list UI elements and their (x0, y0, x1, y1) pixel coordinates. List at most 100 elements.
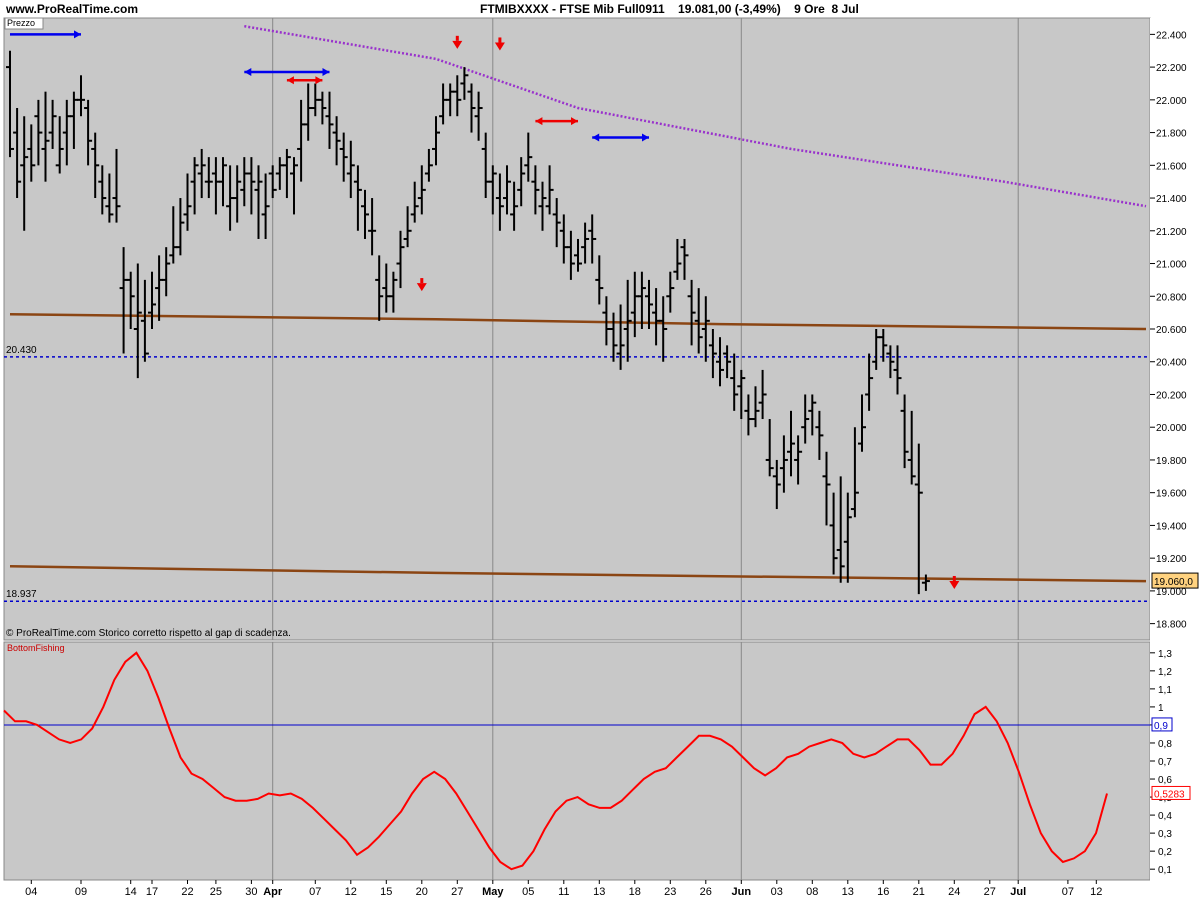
x-tick-label: 20 (416, 886, 428, 898)
arrow-head (416, 283, 427, 292)
signal-arrow (952, 575, 956, 581)
indicator-label: BottomFishing (7, 643, 65, 653)
y-tick-label: 21.200 (1156, 227, 1187, 238)
x-tick-label: 05 (522, 886, 534, 898)
x-tick-label: 18 (629, 886, 641, 898)
axis-area (1150, 18, 1200, 900)
x-tick-label: 27 (451, 886, 463, 898)
y-tick-label: 19.000 (1156, 587, 1187, 598)
arrow-head (322, 68, 330, 77)
x-tick-label: 27 (984, 886, 996, 898)
arrow-head (949, 580, 960, 589)
last-indicator-value: 0,5283 (1154, 789, 1185, 800)
x-tick-label: 24 (948, 886, 960, 898)
y-tick-label: 21.000 (1156, 260, 1187, 271)
indicator-y-tick-label: 0,2 (1158, 847, 1172, 858)
arrow-head (494, 42, 505, 51)
arrow-head (244, 68, 252, 77)
indicator-y-tick-label: 1 (1158, 703, 1164, 714)
chart-header: www.ProRealTime.com FTMIBXXXX - FTSE Mib… (0, 0, 1200, 18)
price-label: Prezzo (7, 18, 35, 28)
arrow-head (535, 117, 543, 126)
indicator-y-tick-label: 1,1 (1158, 685, 1172, 696)
arrow-head (642, 133, 649, 142)
y-tick-label: 18.800 (1156, 620, 1187, 631)
x-tick-label: Jul (1010, 886, 1026, 898)
y-tick-label: 19.200 (1156, 554, 1187, 565)
x-tick-label: 21 (913, 886, 925, 898)
x-tick-label: Apr (263, 886, 283, 898)
last-indicator-tag (1151, 785, 1191, 800)
x-tick-label: 08 (806, 886, 818, 898)
site-link[interactable]: www.ProRealTime.com (6, 2, 139, 16)
y-tick-label: 21.800 (1156, 129, 1187, 140)
x-tick-label: 17 (146, 886, 158, 898)
y-tick-label: 21.600 (1156, 161, 1187, 172)
x-tick-label: 22 (181, 886, 193, 898)
y-tick-label: 22.200 (1156, 63, 1187, 74)
last-price-value: 19.060,0 (1154, 577, 1193, 588)
x-tick-label: Jun (732, 886, 752, 898)
x-tick-label: 16 (877, 886, 889, 898)
price-label-box (4, 17, 44, 30)
x-tick-label: 13 (593, 886, 605, 898)
chart-title: FTMIBXXXX - FTSE Mib Full0911 19.081,00 … (480, 2, 859, 16)
arrow-head (592, 133, 600, 142)
indicator-y-tick-label: 0,1 (1158, 865, 1172, 876)
x-tick-label: 26 (700, 886, 712, 898)
level-tag (1151, 717, 1173, 732)
indicator-y-tick-label: 1,2 (1158, 667, 1172, 678)
indicator-y-tick-label: 0,4 (1158, 811, 1172, 822)
level-label: 18.937 (6, 589, 37, 600)
x-tick-label: 30 (245, 886, 257, 898)
x-tick-label: 25 (210, 886, 222, 898)
signal-arrow (420, 278, 424, 284)
y-tick-label: 20.400 (1156, 358, 1187, 369)
x-tick-label: 04 (25, 886, 37, 898)
y-tick-label: 20.800 (1156, 292, 1187, 303)
indicator-y-tick-label: 0,6 (1158, 775, 1172, 786)
indicator-y-tick-label: 0,3 (1158, 829, 1172, 840)
y-tick-label: 19.600 (1156, 489, 1187, 500)
level-label: 20.430 (6, 345, 37, 356)
x-tick-label: 14 (125, 886, 137, 898)
x-tick-label: 07 (1062, 886, 1074, 898)
arrow-head (286, 76, 294, 85)
x-tick-label: 03 (771, 886, 783, 898)
x-tick-label: 12 (1090, 886, 1102, 898)
indicator-panel (3, 641, 1151, 881)
x-tick-label: 23 (664, 886, 676, 898)
x-tick-label: 11 (558, 886, 569, 898)
y-tick-label: 20.000 (1156, 423, 1187, 434)
x-tick-label: 09 (75, 886, 87, 898)
y-tick-label: 19.800 (1156, 456, 1187, 467)
x-tick-label: 13 (842, 886, 854, 898)
x-tick-label: 12 (345, 886, 357, 898)
y-tick-label: 19.400 (1156, 521, 1187, 532)
signal-arrow (455, 35, 459, 41)
signal-arrow (498, 37, 502, 43)
x-tick-label: May (482, 886, 504, 898)
arrow-head (571, 117, 578, 126)
indicator-line (3, 651, 1108, 871)
arrow-head (452, 40, 463, 49)
y-tick-label: 22.000 (1156, 96, 1187, 107)
moving-average-upper (9, 313, 1147, 331)
x-tick-label: 07 (309, 886, 321, 898)
y-tick-label: 22.400 (1156, 30, 1187, 41)
moving-average-lower (9, 565, 1147, 583)
indicator-y-tick-label: 0,7 (1158, 757, 1172, 768)
indicator-y-tick-label: 1,3 (1158, 649, 1172, 660)
last-price-tag (1151, 572, 1199, 589)
level-tag-value: 0,9 (1154, 721, 1168, 732)
y-tick-label: 20.600 (1156, 325, 1187, 336)
price-panel (3, 17, 1151, 641)
y-tick-label: 21.400 (1156, 194, 1187, 205)
moving-average-dotted (244, 24, 1147, 208)
copyright-note: © ProRealTime.com Storico corretto rispe… (6, 628, 291, 639)
x-tick-label: 15 (380, 886, 392, 898)
arrow-head (74, 30, 81, 39)
y-tick-label: 20.200 (1156, 390, 1187, 401)
indicator-y-tick-label: 0,8 (1158, 739, 1172, 750)
